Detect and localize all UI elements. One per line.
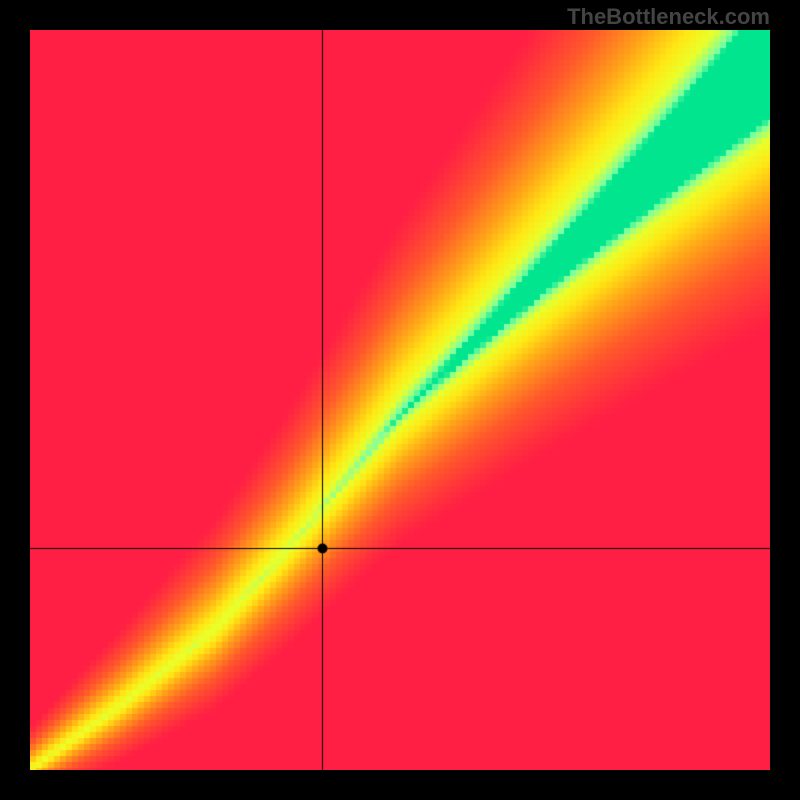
bottleneck-heatmap — [30, 30, 770, 770]
watermark-text: TheBottleneck.com — [567, 4, 770, 30]
heatmap-canvas — [30, 30, 770, 770]
